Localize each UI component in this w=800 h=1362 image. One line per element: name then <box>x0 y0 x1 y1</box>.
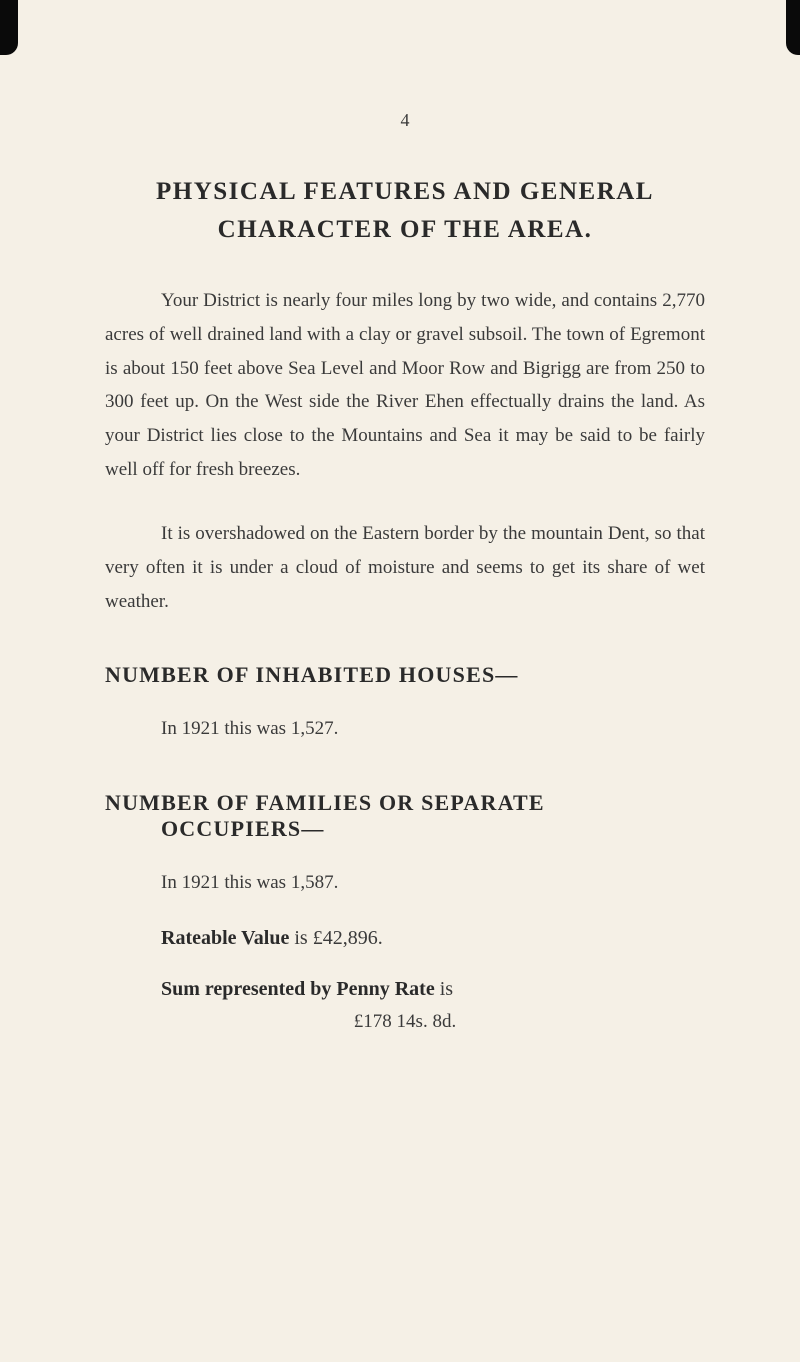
families-heading-line-1: NUMBER OF FAMILIES OR SEPARATE <box>105 790 545 815</box>
inhabited-houses-value: In 1921 this was 1,527. <box>161 712 705 745</box>
page-edge-left <box>0 0 18 55</box>
families-value: In 1921 this was 1,587. <box>161 866 705 899</box>
section-heading-inhabited-houses: NUMBER OF INHABITED HOUSES— <box>105 662 705 688</box>
paragraph-1: Your District is nearly four miles long … <box>105 284 705 487</box>
page-edge-right <box>786 0 800 55</box>
paragraph-2: It is overshadowed on the Eastern border… <box>105 517 705 618</box>
penny-rate-label: Sum represented by Penny Rate <box>161 978 435 1000</box>
rateable-value: £42,896. <box>313 927 383 949</box>
heading-line-1: PHYSICAL FEATURES AND GENERAL <box>156 178 654 205</box>
rateable-value-line: Rateable Value is £42,896. <box>161 927 705 950</box>
rateable-label: Rateable Value <box>161 927 289 949</box>
section-heading-families: NUMBER OF FAMILIES OR SEPARATE OCCUPIERS… <box>105 790 705 842</box>
penny-rate-connector: is <box>435 978 453 1000</box>
penny-rate-value: £178 14s. 8d. <box>105 1011 705 1033</box>
families-heading-line-2: OCCUPIERS— <box>161 816 325 841</box>
penny-rate-line: Sum represented by Penny Rate is <box>161 978 705 1001</box>
page-number: 4 <box>105 110 705 131</box>
heading-line-2: CHARACTER OF THE AREA. <box>218 216 593 243</box>
rateable-connector: is <box>289 927 312 949</box>
main-heading: PHYSICAL FEATURES AND GENERAL CHARACTER … <box>105 173 705 248</box>
